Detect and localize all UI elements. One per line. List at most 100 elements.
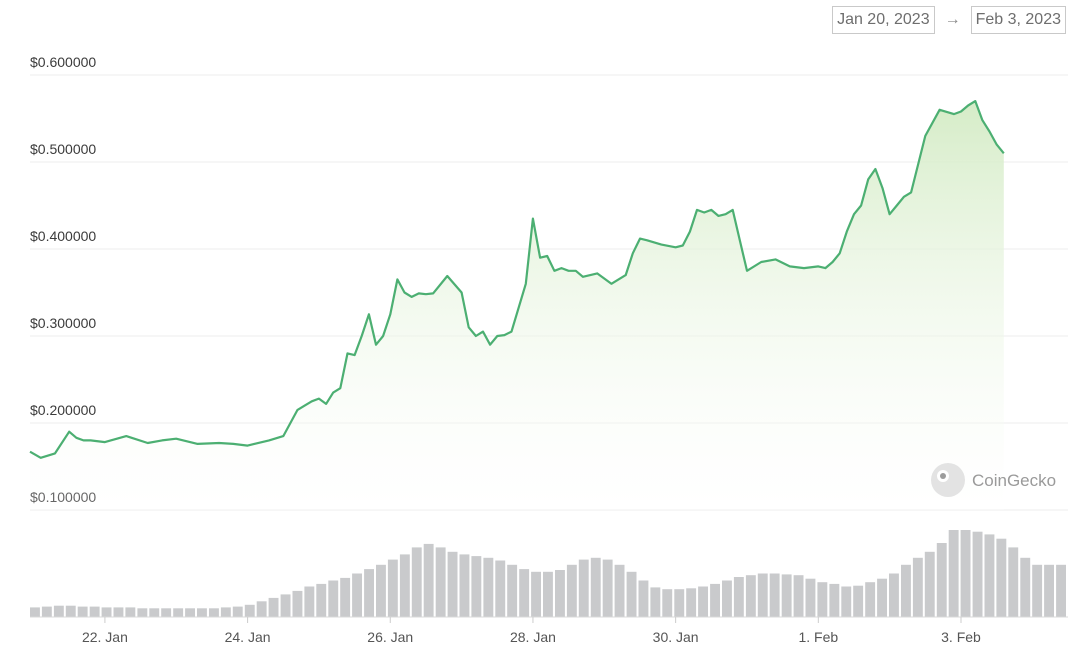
y-tick-label: $0.400000 [30,228,96,244]
price-line [29,100,1005,459]
volume-bar [53,605,64,617]
volume-bar [483,557,494,617]
volume-bar [889,573,899,617]
volume-bar [423,543,434,617]
volume-bar [745,575,756,617]
volume-bar [161,608,172,617]
volume-bar [77,606,88,617]
volume-bar [626,571,637,617]
volume-bar [578,559,589,617]
volume-bar [376,564,386,617]
volume-bar [65,605,76,617]
volume-bar [781,574,792,617]
volume-bar [447,551,458,618]
volume-bar [996,538,1007,617]
gecko-pupil-icon [940,473,946,479]
volume-bar [101,607,112,617]
volume-bar [41,606,52,617]
volume-bar [519,569,530,617]
volume-bar [674,589,685,617]
volume-bar [1044,564,1054,617]
volume-bar [602,559,613,617]
volume-bar [113,607,124,617]
x-tick-label: 24. Jan [225,629,271,645]
volume-bar [936,543,947,617]
end-date-input[interactable]: Feb 3, 2023 [970,6,1066,34]
volume-bar [197,608,207,617]
volume-bar [137,608,148,617]
volume-bar [960,530,971,617]
volume-bar [984,534,995,617]
volume-bar [89,606,100,617]
volume-bar [1008,547,1019,617]
volume-bar [841,586,852,617]
volume-bars [30,530,1068,618]
volume-bar [471,556,482,617]
volume-bar [733,577,744,617]
volume-bar [853,585,864,617]
range-arrow-icon: → [944,11,961,28]
x-tick-label: 26. Jan [367,629,413,645]
volume-bar [722,580,732,617]
volume-bar [590,557,601,617]
volume-bar [1056,564,1066,617]
volume-bar [948,530,959,617]
date-range: Jan 20, 2023 → Feb 3, 2023 [832,6,1066,34]
x-tick-label: 28. Jan [510,629,556,645]
volume-bar [125,607,136,617]
volume-bar [316,583,327,617]
volume-bar [865,582,876,617]
volume-bar [614,564,625,617]
x-axis: 22. Jan 24. Jan 26. Jan 28. Jan 30. Jan 1. Fe… [82,617,981,645]
y-tick-label: $0.600000 [30,54,96,70]
volume-bar [817,582,828,617]
y-tick-label: $0.500000 [30,141,96,157]
watermark-text: CoinGecko [972,471,1056,490]
x-tick-label: 30. Jan [653,629,699,645]
volume-bar [566,564,577,617]
volume-bar [256,601,267,617]
volume-bar [555,570,565,617]
volume-bar [328,580,339,617]
volume-bar [435,547,446,617]
volume-bar [495,560,506,618]
volume-bar [686,588,697,617]
volume-bar [459,554,470,617]
price-series-line [29,100,1005,459]
volume-bar [543,571,553,617]
volume-bar [280,594,291,617]
y-axis: $0.600000 $0.500000 $0.400000 $0.300000 $0.2… [30,54,96,505]
volume-bar [304,586,315,617]
volume-bar [757,573,768,617]
volume-bar [149,608,160,617]
volume-bar [411,547,422,617]
volume-bar [531,571,541,617]
volume-bar [698,586,708,617]
start-date-input[interactable]: Jan 20, 2023 [832,6,935,34]
volume-bar [829,583,840,617]
volume-bar [507,564,518,617]
volume-bar [793,575,804,617]
volume-bar [769,573,780,617]
y-tick-label: $0.200000 [30,402,96,418]
volume-bar [912,557,923,617]
volume-bar [244,604,255,617]
y-tick-label: $0.300000 [30,315,96,331]
gecko-logo-icon [931,463,965,497]
x-tick-label: 22. Jan [82,629,128,645]
volume-bar [399,554,410,617]
volume-bar [292,590,303,617]
x-tick-label: 1. Feb [798,629,838,645]
volume-bar [173,608,184,617]
volume-bar [877,578,887,617]
x-tick-label: 3. Feb [941,629,981,645]
volume-bar [268,597,279,617]
volume-bar [220,607,231,617]
volume-bar [1032,564,1043,617]
volume-bar [30,607,40,617]
volume-bar [805,578,816,617]
volume-bar [972,531,983,617]
volume-bar [352,573,362,617]
volume-bar [340,577,351,617]
